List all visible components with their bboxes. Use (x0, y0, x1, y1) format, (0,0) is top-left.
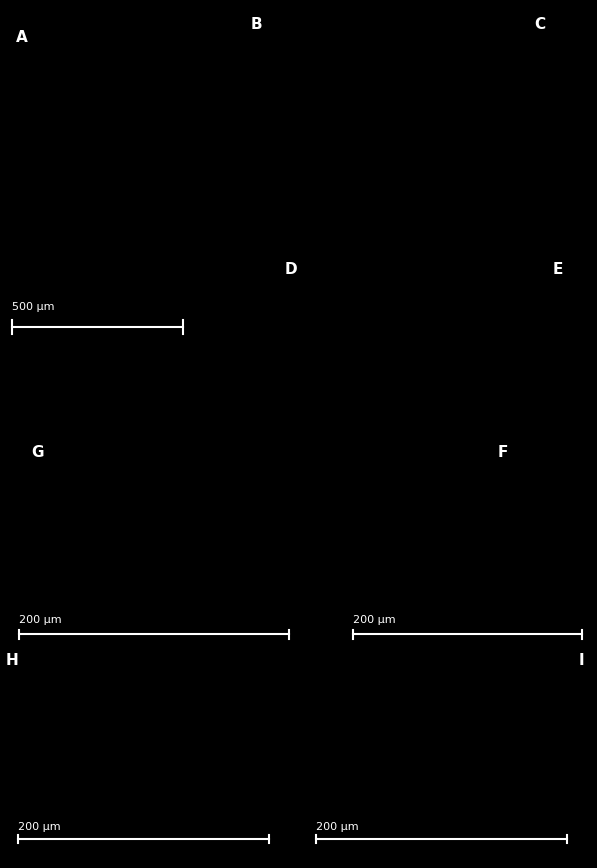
Text: I: I (579, 653, 584, 668)
Text: 200 μm: 200 μm (18, 822, 60, 832)
Text: E: E (553, 262, 564, 277)
Text: A: A (16, 30, 28, 45)
Text: F: F (497, 445, 508, 460)
Text: 500 μm: 500 μm (12, 302, 55, 312)
Text: 200 μm: 200 μm (316, 822, 359, 832)
Text: G: G (31, 445, 44, 460)
Text: 200 μm: 200 μm (19, 615, 61, 625)
Text: D: D (285, 262, 297, 277)
Text: H: H (6, 653, 19, 668)
Text: C: C (534, 17, 546, 32)
Text: 200 μm: 200 μm (353, 615, 395, 625)
Text: B: B (250, 17, 262, 32)
